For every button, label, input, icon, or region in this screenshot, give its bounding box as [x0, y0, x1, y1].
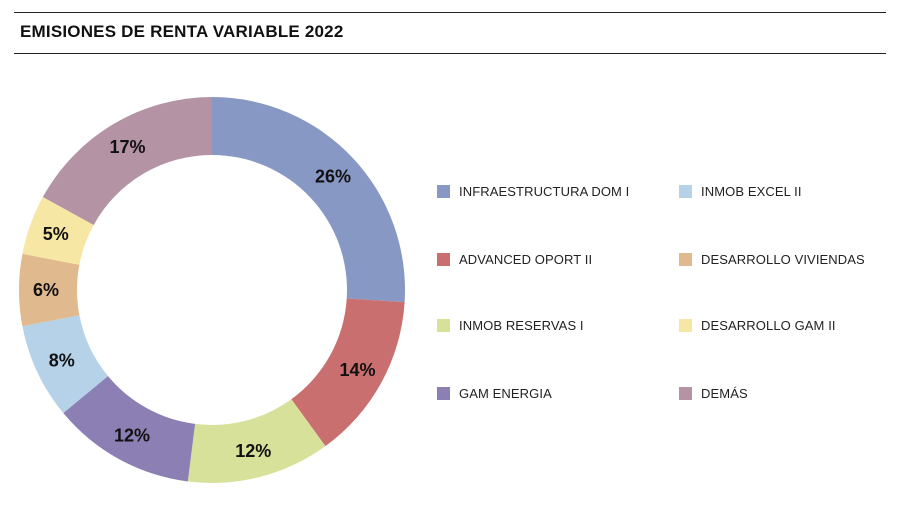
slice-label-advanced-oport-ii: 14%: [339, 360, 375, 380]
chart-title: EMISIONES DE RENTA VARIABLE 2022: [20, 22, 344, 41]
top-rule: [14, 12, 886, 13]
donut-slices: [18, 97, 406, 483]
donut-slice-gam-energia: [63, 376, 196, 482]
title-underline-rule: [14, 53, 886, 54]
slice-label-inmob-reservas-i: 12%: [235, 441, 271, 461]
donut-slice-inmob-excel-ii: [22, 315, 108, 414]
slice-label-gam-energia: 12%: [114, 425, 150, 445]
donut-slice-demas: [42, 97, 213, 225]
slice-label-desarrollo-gam-ii: 5%: [43, 224, 69, 244]
donut-slice-desarrollo-viviendas: [18, 253, 80, 327]
donut-slice-advanced-oport-ii: [291, 298, 405, 447]
donut-slice-labels: 26% 14% 12% 12% 8% 6% 5% 17%: [33, 137, 375, 461]
donut-slice-infraestructura-dom-i: [212, 97, 406, 303]
slice-label-infraestructura-dom-i: 26%: [315, 166, 351, 186]
donut-slice-inmob-reservas-i: [187, 399, 326, 483]
slice-label-inmob-excel-ii: 8%: [49, 351, 75, 371]
slice-label-desarrollo-viviendas: 6%: [33, 280, 59, 300]
slice-label-demas: 17%: [109, 137, 145, 157]
donut-slice-desarrollo-gam-ii: [22, 197, 94, 265]
